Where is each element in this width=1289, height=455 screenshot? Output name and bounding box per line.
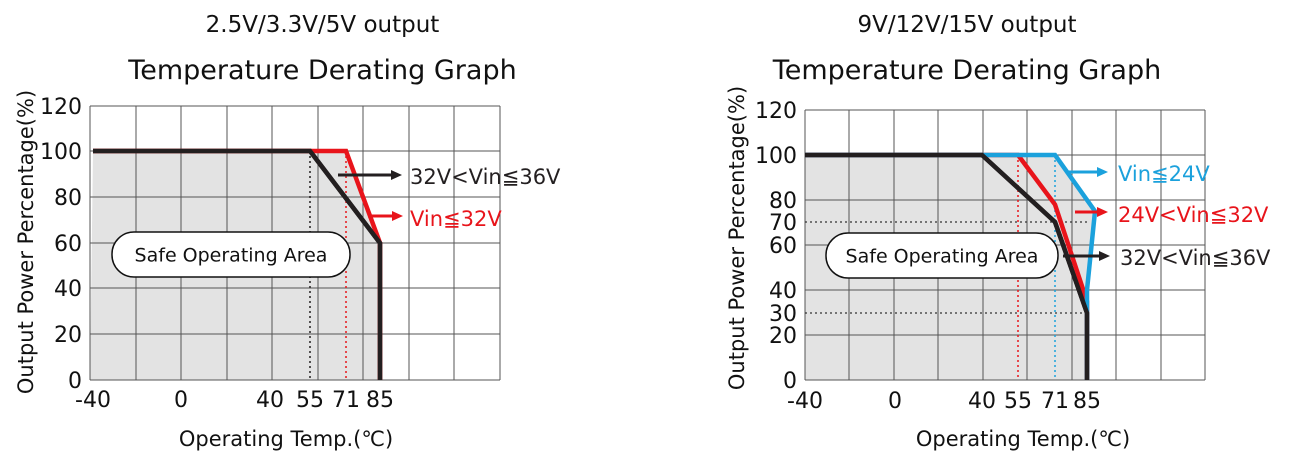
x-tick-label: 85 <box>1073 389 1101 414</box>
y-axis-label: Output Power Percentage(%) <box>14 90 38 394</box>
legend-label: Vin≦32V <box>410 207 502 231</box>
x-axis-label: Operating Temp.(℃) <box>179 427 393 451</box>
y-tick-label: 60 <box>54 232 82 257</box>
legend-label: 32V<Vin≦36V <box>1120 246 1271 270</box>
chart-svg: Vin≦24V 24V<Vin≦32V 32V<Vin≦36V Safe Operat… <box>725 86 1271 451</box>
x-tick-label: 40 <box>968 389 996 414</box>
legend-arrow-head <box>1097 207 1108 217</box>
y-tick-label: 0 <box>783 369 797 394</box>
x-tick-label: 40 <box>256 388 284 413</box>
y-tick-label: 40 <box>769 279 797 304</box>
safe-area-label: Safe Operating Area <box>135 245 328 267</box>
chart-subtitle: Temperature Derating Graph <box>772 55 1162 86</box>
legend-arrow-head <box>391 170 402 180</box>
x-tick-label: 55 <box>296 388 324 413</box>
y-tick-label: 20 <box>769 324 797 349</box>
chart-title: 2.5V/3.3V/5V output <box>205 12 440 38</box>
chart-title: 9V/12V/15V output <box>857 12 1077 38</box>
x-tick-label: 71 <box>1041 389 1069 414</box>
y-tick-label: 120 <box>755 99 797 124</box>
x-tick-label: -40 <box>787 389 823 414</box>
derating-chart-right: 9V/12V/15V output Temperature Derating G… <box>645 0 1289 455</box>
x-tick-label: 0 <box>888 389 902 414</box>
legend-label: 32V<Vin≦36V <box>410 165 561 189</box>
safe-area-badge <box>111 231 351 278</box>
x-tick-label: 71 <box>332 388 360 413</box>
y-axis-label: Output Power Percentage(%) <box>725 86 749 390</box>
chart-svg: 32V<Vin≦36V Vin≦32V Safe Operating Area 0 20… <box>14 90 561 451</box>
safe-area-badge <box>825 232 1059 279</box>
x-tick-label: 0 <box>174 388 188 413</box>
x-tick-label: 55 <box>1004 389 1032 414</box>
y-tick-label: 70 <box>769 211 797 236</box>
legend-label: Vin≦24V <box>1118 162 1210 186</box>
y-tick-label: 100 <box>755 144 797 169</box>
legend-arrow-head <box>1097 167 1108 177</box>
y-tick-label: 80 <box>769 189 797 214</box>
derating-chart-left: 2.5V/3.3V/5V output Temperature Derating… <box>14 12 561 451</box>
legend-label: 24V<Vin≦32V <box>1118 203 1269 227</box>
y-tick-label: 40 <box>54 277 82 302</box>
series-line <box>93 148 383 380</box>
y-tick-label: 0 <box>68 369 82 394</box>
legend-arrow-head <box>1099 251 1110 261</box>
y-tick-label: 30 <box>769 302 797 327</box>
y-tick-label: 120 <box>40 95 82 120</box>
safe-area-label: Safe Operating Area <box>846 246 1039 268</box>
series-line <box>805 152 1090 380</box>
legend-arrow-head <box>392 211 403 221</box>
y-tick-label: 60 <box>769 234 797 259</box>
x-axis-label: Operating Temp.(℃) <box>916 427 1130 451</box>
x-tick-label: 85 <box>366 388 394 413</box>
chart-subtitle: Temperature Derating Graph <box>128 55 517 86</box>
x-tick-label: -40 <box>75 388 111 413</box>
y-tick-label: 100 <box>40 140 82 165</box>
y-tick-label: 80 <box>54 186 82 211</box>
y-tick-label: 20 <box>54 323 82 348</box>
